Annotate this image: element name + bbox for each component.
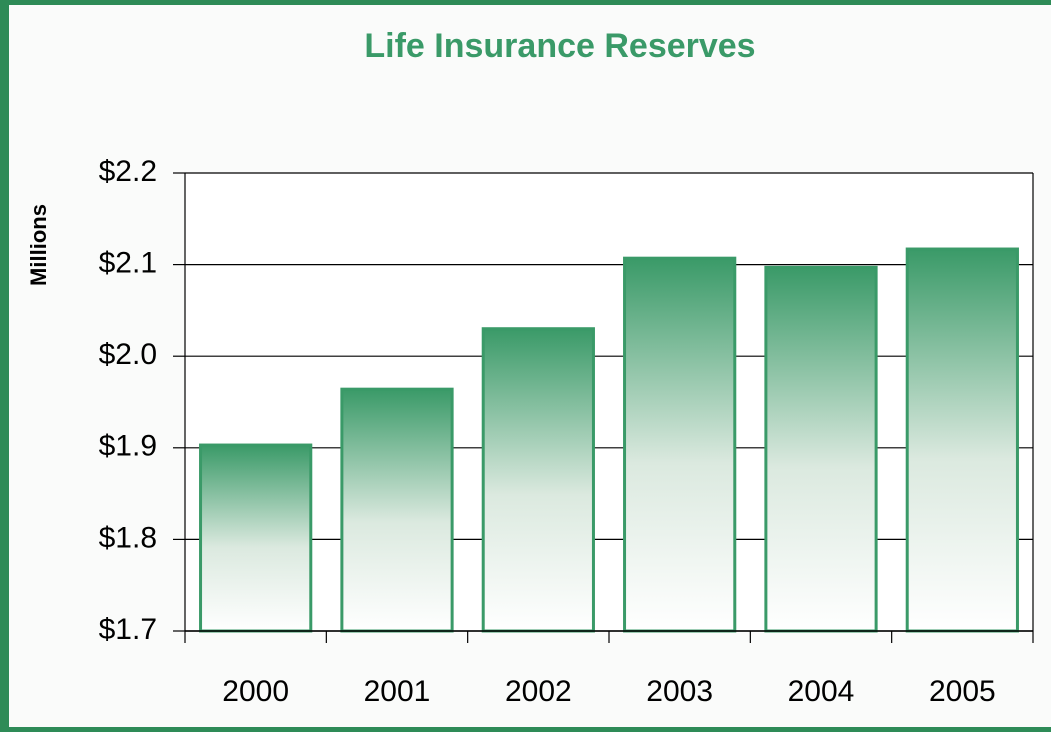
y-axis-label: Millions xyxy=(26,204,51,286)
bar xyxy=(623,256,737,633)
plot-area xyxy=(185,173,1033,631)
y-tick-label: $2.2 xyxy=(99,155,157,188)
bar xyxy=(905,247,1019,633)
bar xyxy=(340,387,454,633)
bar xyxy=(199,443,313,633)
x-tick-label: 2000 xyxy=(222,675,289,708)
y-tick-label: $1.8 xyxy=(99,521,157,554)
y-tick-label: $2.0 xyxy=(99,338,157,371)
y-tick-label: $1.7 xyxy=(99,613,157,646)
y-tick-label: $2.1 xyxy=(99,247,157,280)
x-tick-label: 2004 xyxy=(788,675,855,708)
x-tick-label: 2005 xyxy=(929,675,996,708)
bar xyxy=(481,327,595,633)
x-tick-label: 2003 xyxy=(646,675,713,708)
bar xyxy=(764,265,878,633)
y-tick-label: $1.9 xyxy=(99,430,157,463)
chart-title: Life Insurance Reserves xyxy=(364,27,755,65)
x-tick-label: 2002 xyxy=(505,675,572,708)
x-tick-label: 2001 xyxy=(364,675,431,708)
